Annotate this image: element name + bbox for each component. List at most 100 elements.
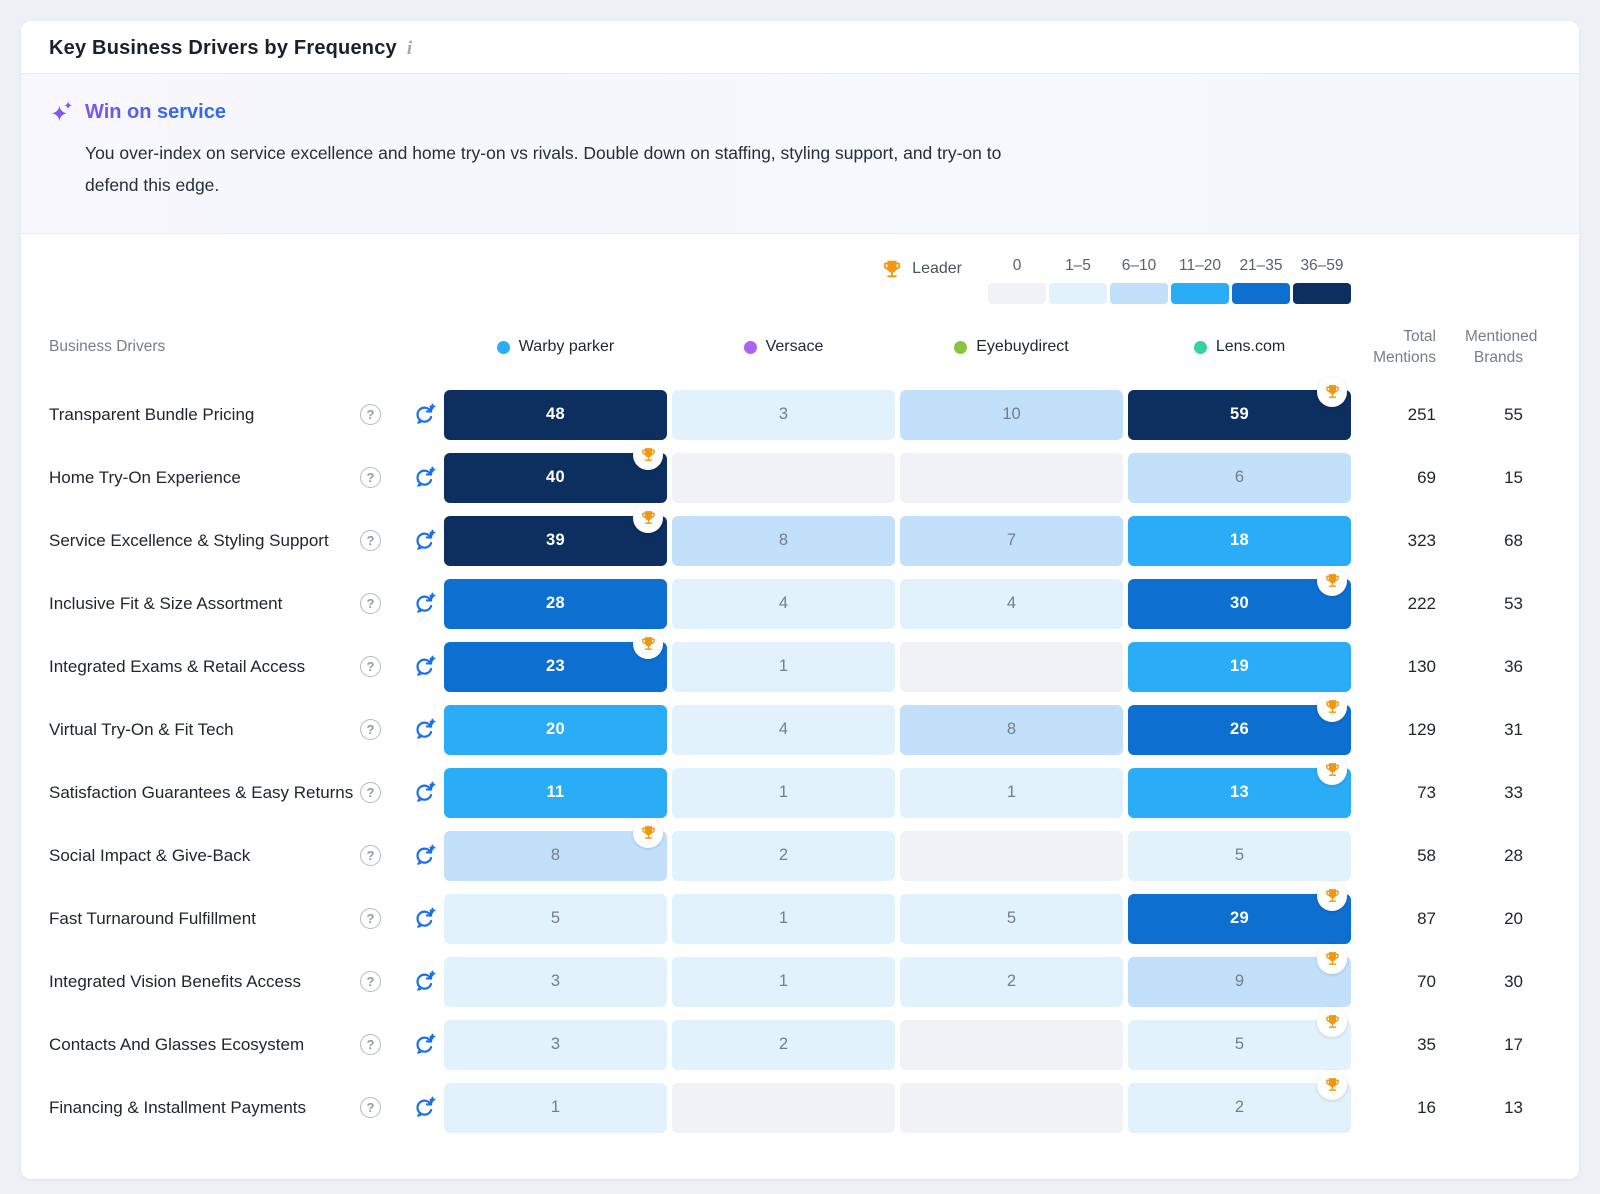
heatmap-cell[interactable] xyxy=(900,1082,1123,1133)
heatmap-cell[interactable]: 8 xyxy=(900,704,1123,755)
help-icon[interactable]: ? xyxy=(360,593,381,615)
insight-banner: Win on service You over-index on service… xyxy=(21,74,1579,233)
regenerate-icon[interactable] xyxy=(413,718,436,741)
heatmap-cell[interactable]: 2 xyxy=(672,1019,895,1070)
heatmap-cell[interactable]: 30 xyxy=(1128,565,1351,629)
heatmap-cell[interactable] xyxy=(900,641,1123,692)
help-icon[interactable]: ? xyxy=(360,530,381,552)
total-mentions-value: 129 xyxy=(1407,719,1436,739)
mentioned-brands-value: 68 xyxy=(1504,530,1523,550)
leader-trophy-badge xyxy=(1317,376,1347,407)
heatmap-cell[interactable]: 1 xyxy=(672,956,895,1007)
leader-trophy-badge xyxy=(1317,691,1347,722)
heatmap-cell[interactable]: 8 xyxy=(672,515,895,566)
regenerate-icon[interactable] xyxy=(413,655,436,678)
help-icon[interactable]: ? xyxy=(360,908,381,930)
heatmap-cell[interactable]: 7 xyxy=(900,515,1123,566)
brand-dot xyxy=(1193,340,1207,354)
heatmap-cell[interactable]: 3 xyxy=(444,956,667,1007)
heatmap-cell[interactable] xyxy=(900,452,1123,503)
heatmap-cell[interactable]: 19 xyxy=(1128,641,1351,692)
total-mentions-value: 70 xyxy=(1417,971,1436,991)
heatmap-cell[interactable]: 18 xyxy=(1128,515,1351,566)
help-icon[interactable]: ? xyxy=(360,1097,381,1119)
heatmap-cell[interactable]: 9 xyxy=(1128,943,1351,1007)
help-icon[interactable]: ? xyxy=(360,1034,381,1056)
driver-label: Virtual Try-On & Fit Tech xyxy=(49,719,234,739)
heatmap-cell[interactable]: 26 xyxy=(1128,691,1351,755)
brand-dot xyxy=(743,340,757,354)
heatmap-cell[interactable]: 2 xyxy=(900,956,1123,1007)
regenerate-icon[interactable] xyxy=(413,970,436,993)
heatmap-cell[interactable]: 39 xyxy=(444,502,667,566)
heatmap-cell[interactable]: 3 xyxy=(672,389,895,440)
heatmap-cell[interactable]: 13 xyxy=(1128,754,1351,818)
insight-body: You over-index on service excellence and… xyxy=(85,143,1002,195)
heatmap-cell[interactable]: 6 xyxy=(1128,452,1351,503)
mentioned-brands-value: 33 xyxy=(1504,782,1523,802)
regenerate-icon[interactable] xyxy=(413,1033,436,1056)
heatmap-cell[interactable]: 4 xyxy=(672,704,895,755)
heatmap-cell[interactable] xyxy=(672,452,895,503)
heatmap-cell[interactable]: 5 xyxy=(900,893,1123,944)
help-icon[interactable]: ? xyxy=(360,656,381,678)
heatmap-cell[interactable]: 4 xyxy=(900,578,1123,629)
total-mentions-value: 323 xyxy=(1407,530,1436,550)
heatmap-cell[interactable]: 10 xyxy=(900,389,1123,440)
regenerate-icon[interactable] xyxy=(413,844,436,867)
heatmap-cell[interactable] xyxy=(900,830,1123,881)
heatmap-cell[interactable] xyxy=(672,1082,895,1133)
mentioned-brands-value: 17 xyxy=(1504,1034,1523,1054)
heatmap-cell[interactable]: 5 xyxy=(1128,1006,1351,1070)
heatmap-cell[interactable]: 1 xyxy=(672,641,895,692)
mentioned-brands-value: 20 xyxy=(1504,908,1523,928)
help-icon[interactable]: ? xyxy=(360,719,381,741)
heatmap-cell[interactable]: 1 xyxy=(672,893,895,944)
heatmap-cell[interactable]: 40 xyxy=(444,439,667,503)
brand-name: Eyebuydirect xyxy=(976,338,1069,356)
driver-label: Transparent Bundle Pricing xyxy=(49,404,255,424)
regenerate-icon[interactable] xyxy=(413,781,436,804)
legend-leader: Leader xyxy=(881,258,962,280)
heatmap-cell[interactable]: 23 xyxy=(444,628,667,692)
regenerate-icon[interactable] xyxy=(413,466,436,489)
mentioned-brands-value: 55 xyxy=(1504,404,1523,424)
heatmap-cell[interactable] xyxy=(900,1019,1123,1070)
heatmap-cell[interactable]: 1 xyxy=(444,1082,667,1133)
regenerate-icon[interactable] xyxy=(413,907,436,930)
regenerate-icon[interactable] xyxy=(413,1096,436,1119)
heatmap-cell[interactable]: 59 xyxy=(1128,376,1351,440)
legend-bin-label: 36–59 xyxy=(1300,256,1344,274)
help-icon[interactable]: ? xyxy=(360,971,381,993)
heatmap-cell[interactable]: 5 xyxy=(444,893,667,944)
help-icon[interactable]: ? xyxy=(360,404,381,426)
leader-trophy-badge xyxy=(633,817,663,848)
mentioned-brands-value: 53 xyxy=(1504,593,1523,613)
heatmap-cell[interactable]: 2 xyxy=(672,830,895,881)
regenerate-icon[interactable] xyxy=(413,529,436,552)
help-icon[interactable]: ? xyxy=(360,782,381,804)
table-row: Inclusive Fit & Size Assortment ? 28 4 4 30… xyxy=(49,565,1551,635)
legend-bin-label: 11–20 xyxy=(1179,256,1221,274)
heatmap-cell[interactable]: 48 xyxy=(444,389,667,440)
heatmap-cell[interactable]: 28 xyxy=(444,578,667,629)
legend-bin: 0 xyxy=(988,257,1046,304)
regenerate-icon[interactable] xyxy=(413,592,436,615)
table-row: Fast Turnaround Fulfillment ? 5 1 5 29 87 2… xyxy=(49,880,1551,950)
info-icon[interactable]: i xyxy=(406,38,413,59)
heatmap-cell[interactable]: 11 xyxy=(444,767,667,818)
heatmap-cell[interactable]: 1 xyxy=(672,767,895,818)
heatmap-cell[interactable]: 5 xyxy=(1128,830,1351,881)
help-icon[interactable]: ? xyxy=(360,467,381,489)
regenerate-icon[interactable] xyxy=(413,403,436,426)
brand-name: Warby parker xyxy=(518,338,615,356)
total-mentions-value: 222 xyxy=(1407,593,1436,613)
heatmap-cell[interactable]: 3 xyxy=(444,1019,667,1070)
heatmap-cell[interactable]: 29 xyxy=(1128,880,1351,944)
heatmap-cell[interactable]: 4 xyxy=(672,578,895,629)
heatmap-cell[interactable]: 8 xyxy=(444,817,667,881)
heatmap-cell[interactable]: 2 xyxy=(1128,1069,1351,1133)
help-icon[interactable]: ? xyxy=(360,845,381,867)
heatmap-cell[interactable]: 1 xyxy=(900,767,1123,818)
heatmap-cell[interactable]: 20 xyxy=(444,704,667,755)
